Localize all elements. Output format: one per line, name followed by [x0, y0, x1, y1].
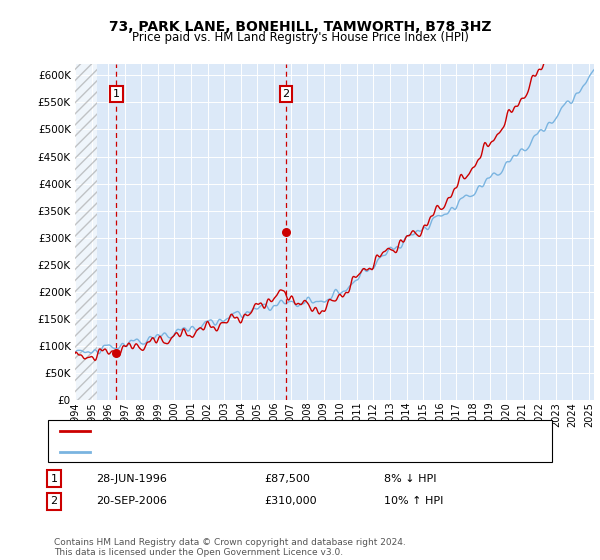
- Text: 1: 1: [50, 474, 58, 484]
- Text: Contains HM Land Registry data © Crown copyright and database right 2024.
This d: Contains HM Land Registry data © Crown c…: [54, 538, 406, 557]
- Point: [281, 228, 291, 237]
- Text: 20-SEP-2006: 20-SEP-2006: [96, 496, 167, 506]
- Text: 10% ↑ HPI: 10% ↑ HPI: [384, 496, 443, 506]
- Bar: [75, 64, 97, 400]
- Text: 8% ↓ HPI: 8% ↓ HPI: [384, 474, 437, 484]
- Text: HPI: Average price, detached house, Lichfield: HPI: Average price, detached house, Lich…: [99, 446, 336, 456]
- Point: [112, 348, 121, 357]
- Text: 73, PARK LANE, BONEHILL, TAMWORTH, B78 3HZ (detached house): 73, PARK LANE, BONEHILL, TAMWORTH, B78 3…: [99, 426, 448, 436]
- Text: 1: 1: [113, 89, 120, 99]
- Text: Price paid vs. HM Land Registry's House Price Index (HPI): Price paid vs. HM Land Registry's House …: [131, 31, 469, 44]
- Text: 73, PARK LANE, BONEHILL, TAMWORTH, B78 3HZ: 73, PARK LANE, BONEHILL, TAMWORTH, B78 3…: [109, 20, 491, 34]
- Text: £87,500: £87,500: [264, 474, 310, 484]
- Text: 28-JUN-1996: 28-JUN-1996: [96, 474, 167, 484]
- Text: £310,000: £310,000: [264, 496, 317, 506]
- Text: 2: 2: [283, 89, 289, 99]
- Text: 2: 2: [50, 496, 58, 506]
